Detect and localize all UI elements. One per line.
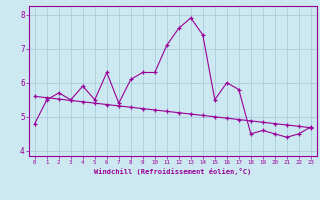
X-axis label: Windchill (Refroidissement éolien,°C): Windchill (Refroidissement éolien,°C): [94, 168, 252, 175]
